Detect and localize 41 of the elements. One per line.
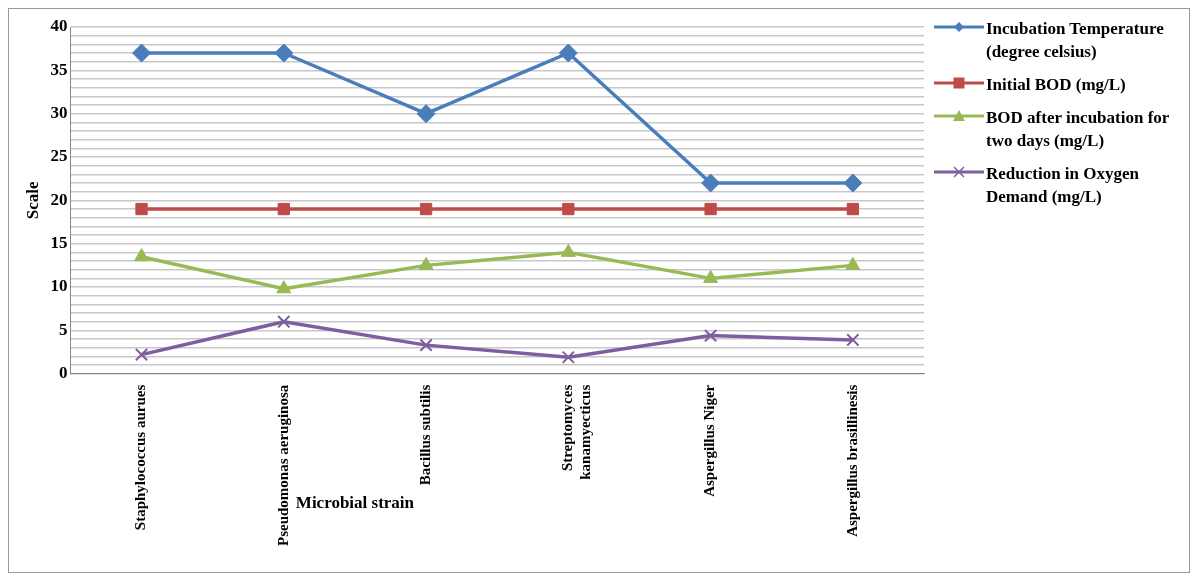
point	[843, 173, 863, 193]
x-tick-label: Aspergillus Niger	[701, 384, 718, 497]
point	[701, 173, 721, 193]
y-tick-label: 30	[50, 103, 68, 123]
y-tick-label: 10	[50, 276, 68, 296]
y-tick-label: 0	[58, 363, 68, 383]
point	[561, 350, 575, 364]
point	[558, 43, 578, 63]
point	[134, 348, 149, 362]
point	[419, 202, 433, 216]
point	[562, 202, 575, 216]
y-tick-label: 40	[50, 16, 68, 36]
point	[274, 43, 294, 63]
y-tick-label: 5	[58, 319, 68, 339]
point	[416, 104, 436, 124]
y-tick-label: 15	[50, 233, 68, 253]
y-tick-label: 20	[50, 189, 68, 209]
y-tick-label: 35	[50, 59, 68, 79]
legend-label: BOD after incubation for two days (mg/L)	[986, 107, 1171, 152]
point	[419, 338, 433, 352]
y-tick-label: 25	[50, 146, 68, 166]
point	[703, 328, 718, 343]
legend-label: Reduction in Oxygen Demand (mg/L)	[986, 163, 1141, 208]
point	[135, 202, 148, 216]
point	[704, 202, 717, 216]
legend-label: Initial BOD (mg/L)	[986, 74, 1126, 96]
x-axis-title: Microbial strain	[295, 493, 415, 513]
point	[134, 248, 149, 262]
point	[277, 202, 290, 216]
point	[846, 202, 860, 216]
x-tick-label: Staphylococcus aurues	[132, 384, 149, 531]
x-tick-label: Bacillus subtilis	[416, 384, 433, 486]
point	[276, 280, 292, 294]
legend-label: Incubation Temperature (degree celsius)	[986, 18, 1165, 63]
x-tick-label: Streptomyces kanamyecticus	[559, 384, 594, 480]
point	[277, 315, 291, 329]
point	[846, 333, 860, 347]
x-tick-label: Pseudomonas aeruginosa	[274, 384, 291, 547]
point	[132, 43, 152, 63]
x-tick-label: Aspergillus brasillinesis	[843, 384, 860, 537]
y-axis-title: Scale	[22, 181, 42, 220]
